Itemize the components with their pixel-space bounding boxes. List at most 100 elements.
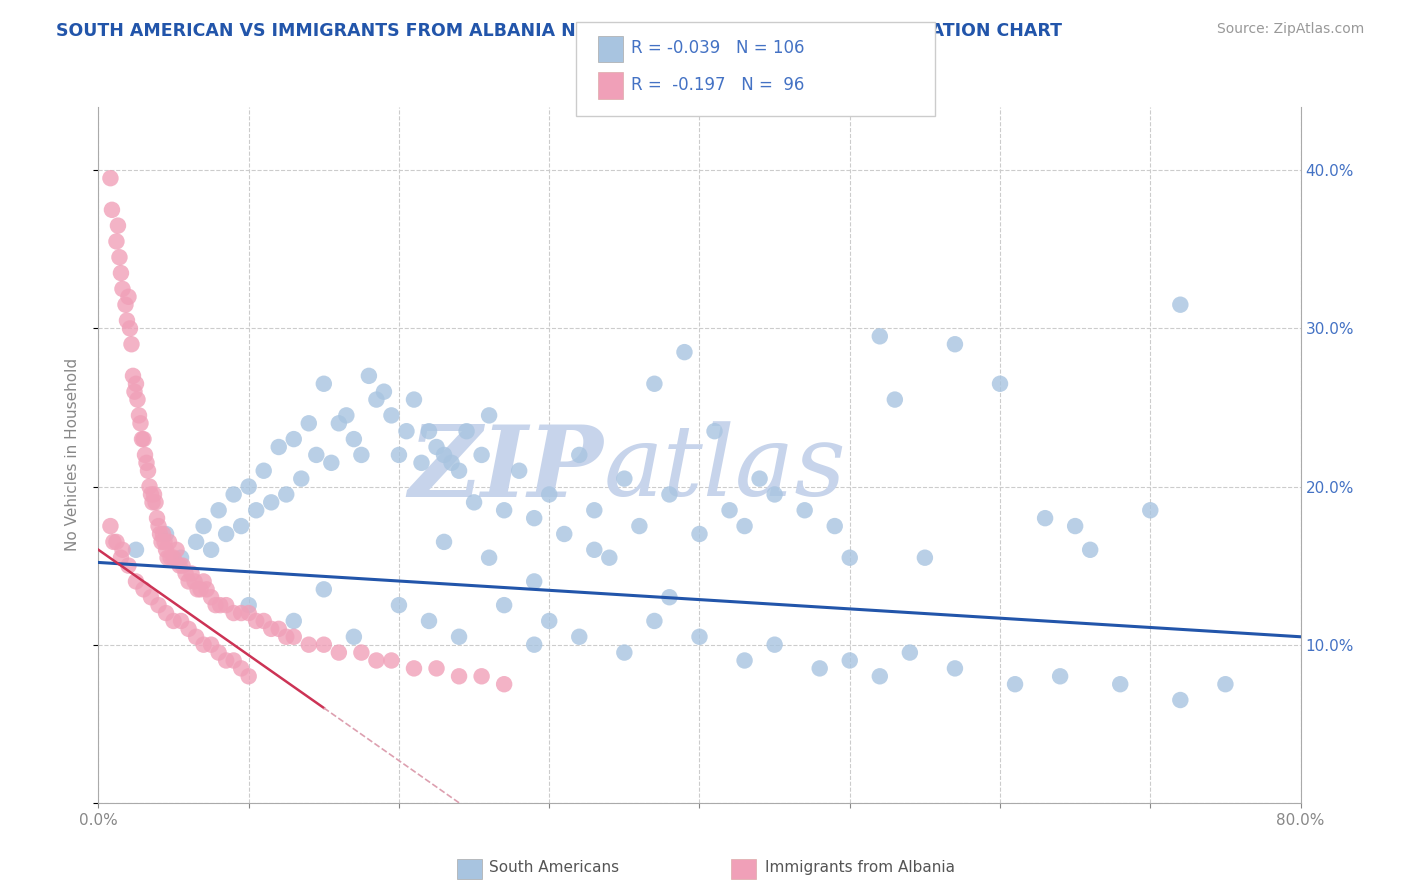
Text: SOUTH AMERICAN VS IMMIGRANTS FROM ALBANIA NO VEHICLES IN HOUSEHOLD CORRELATION C: SOUTH AMERICAN VS IMMIGRANTS FROM ALBANI… (56, 22, 1063, 40)
Y-axis label: No Vehicles in Household: No Vehicles in Household (65, 359, 80, 551)
Point (447, 464, 470, 478)
Point (267, 440, 290, 454)
Point (328, 646, 350, 660)
Point (1139, 503, 1161, 517)
Point (139, 487, 162, 501)
Point (838, 653, 860, 667)
Point (209, 598, 232, 612)
Point (433, 534, 456, 549)
Point (425, 661, 447, 675)
Text: atlas: atlas (603, 421, 846, 516)
Point (118, 321, 141, 335)
Point (180, 566, 202, 581)
Point (418, 614, 440, 628)
Point (200, 638, 222, 652)
Point (157, 534, 180, 549)
Point (689, 527, 711, 541)
Point (658, 487, 681, 501)
Point (156, 550, 179, 565)
Point (553, 527, 575, 541)
Point (128, 409, 150, 423)
Point (402, 392, 425, 407)
Point (598, 550, 620, 565)
Point (260, 495, 283, 509)
Point (193, 574, 215, 589)
Point (380, 653, 402, 667)
Point (172, 558, 194, 573)
Point (245, 503, 267, 517)
Point (183, 574, 205, 589)
Point (152, 527, 174, 541)
Text: Immigrants from Albania: Immigrants from Albania (765, 860, 955, 874)
Text: Source: ZipAtlas.com: Source: ZipAtlas.com (1216, 22, 1364, 37)
Point (105, 534, 128, 549)
Point (373, 384, 395, 399)
Point (131, 432, 153, 446)
Point (253, 464, 276, 478)
Point (253, 614, 276, 628)
Point (494, 598, 516, 612)
Point (208, 646, 231, 660)
Point (146, 511, 169, 525)
Point (170, 550, 193, 565)
Point (222, 653, 245, 667)
Text: R = -0.039   N = 106: R = -0.039 N = 106 (631, 39, 804, 57)
Point (149, 527, 172, 541)
Point (195, 582, 218, 597)
Point (105, 235, 128, 249)
Point (145, 495, 167, 509)
Point (115, 313, 138, 327)
Point (869, 669, 891, 683)
Point (153, 534, 176, 549)
Point (122, 368, 145, 383)
Point (208, 503, 231, 517)
Point (276, 630, 298, 644)
Point (159, 550, 181, 565)
Point (139, 591, 162, 605)
Point (283, 630, 305, 644)
Point (643, 376, 665, 391)
Point (222, 487, 245, 501)
Point (1049, 669, 1071, 683)
Text: R =  -0.197   N =  96: R = -0.197 N = 96 (631, 76, 804, 94)
Point (1215, 677, 1237, 691)
Point (177, 574, 200, 589)
Point (200, 591, 222, 605)
Point (125, 574, 148, 589)
Point (869, 329, 891, 343)
Point (283, 614, 305, 628)
Point (231, 661, 253, 675)
Point (613, 646, 636, 660)
Point (793, 503, 815, 517)
Point (187, 582, 209, 597)
Point (1170, 693, 1192, 707)
Point (215, 653, 238, 667)
Point (523, 638, 546, 652)
Point (162, 614, 184, 628)
Point (321, 456, 343, 470)
Point (343, 432, 366, 446)
Point (1078, 542, 1101, 557)
Point (111, 542, 134, 557)
Point (155, 542, 177, 557)
Point (132, 432, 155, 446)
Point (193, 519, 215, 533)
Point (471, 448, 494, 462)
Point (350, 646, 373, 660)
Point (238, 598, 260, 612)
Point (1064, 519, 1087, 533)
Point (298, 638, 321, 652)
Point (103, 534, 125, 549)
Point (143, 487, 166, 501)
Point (568, 448, 591, 462)
Point (380, 409, 402, 423)
Point (388, 448, 411, 462)
Point (523, 511, 546, 525)
Point (463, 495, 485, 509)
Point (132, 582, 155, 597)
Point (418, 424, 440, 438)
Point (155, 606, 177, 620)
Point (808, 661, 831, 675)
Point (583, 542, 606, 557)
Point (200, 542, 222, 557)
